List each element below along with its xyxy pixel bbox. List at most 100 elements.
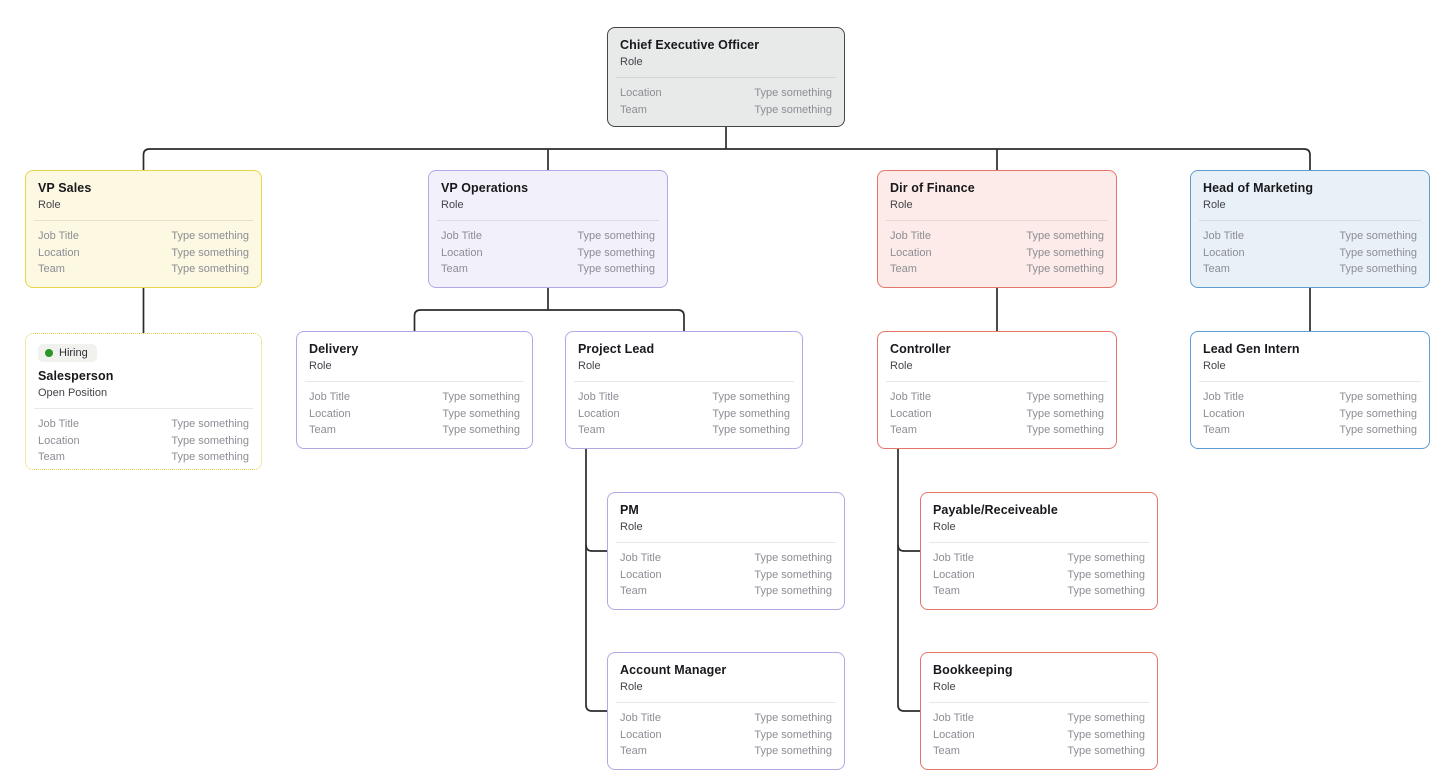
field-value-input[interactable]: Type something bbox=[171, 230, 249, 242]
card-title: VP Operations bbox=[441, 181, 529, 195]
field-value-input[interactable]: Type something bbox=[754, 103, 832, 116]
field-value-input[interactable]: Type something bbox=[1026, 230, 1104, 242]
org-card-dir-finance[interactable]: Dir of Finance Role Job Title Type somet… bbox=[877, 170, 1117, 288]
card-field-row: Job Title Type something bbox=[890, 228, 1104, 245]
org-card-account-manager[interactable]: Account Manager Role Job Title Type some… bbox=[607, 652, 845, 770]
field-value-input[interactable]: Type something bbox=[442, 391, 520, 403]
card-field-row: Team Type something bbox=[309, 422, 520, 439]
field-value-input[interactable]: Type something bbox=[1026, 407, 1104, 420]
field-value-input[interactable]: Type something bbox=[442, 407, 520, 420]
card-divider bbox=[305, 381, 524, 382]
field-value-input[interactable]: Type something bbox=[577, 230, 655, 242]
field-value-input[interactable]: Type something bbox=[1067, 552, 1145, 564]
card-title: Chief Executive Officer bbox=[620, 38, 760, 52]
field-value-input[interactable]: Type something bbox=[712, 424, 790, 436]
card-title: Payable/Receiveable bbox=[933, 503, 1058, 517]
connector-path bbox=[142, 148, 1311, 170]
field-value-input[interactable]: Type something bbox=[1026, 424, 1104, 436]
hiring-dot-icon bbox=[45, 349, 53, 357]
org-card-project-lead[interactable]: Project Lead Role Job Title Type somethi… bbox=[565, 331, 803, 449]
field-label: Location bbox=[578, 407, 620, 420]
field-value-input[interactable]: Type something bbox=[1339, 246, 1417, 259]
field-value-input[interactable]: Type something bbox=[1339, 391, 1417, 403]
field-value-input[interactable]: Type something bbox=[171, 451, 249, 463]
org-card-delivery[interactable]: Delivery Role Job Title Type something L… bbox=[296, 331, 533, 449]
field-value-input[interactable]: Type something bbox=[1067, 745, 1145, 757]
card-fields: Job Title Type something Location Type s… bbox=[890, 389, 1104, 439]
field-value-input[interactable]: Type something bbox=[577, 246, 655, 259]
field-value-input[interactable]: Type something bbox=[1067, 568, 1145, 581]
field-label: Job Title bbox=[38, 230, 79, 242]
field-value-input[interactable]: Type something bbox=[171, 246, 249, 259]
field-value-input[interactable]: Type something bbox=[1026, 391, 1104, 403]
card-field-row: Job Title Type something bbox=[578, 389, 790, 406]
field-value-input[interactable]: Type something bbox=[754, 552, 832, 564]
card-field-row: Team Type something bbox=[933, 583, 1145, 600]
card-field-row: Job Title Type something bbox=[38, 416, 249, 433]
card-fields: Job Title Type something Location Type s… bbox=[38, 228, 249, 278]
org-card-lead-gen-intern[interactable]: Lead Gen Intern Role Job Title Type some… bbox=[1190, 331, 1430, 449]
field-value-input[interactable]: Type something bbox=[754, 728, 832, 741]
field-value-input[interactable]: Type something bbox=[754, 745, 832, 757]
card-fields: Job Title Type something Location Type s… bbox=[933, 710, 1145, 760]
org-card-head-marketing[interactable]: Head of Marketing Role Job Title Type so… bbox=[1190, 170, 1430, 288]
org-card-pm[interactable]: PM Role Job Title Type something Locatio… bbox=[607, 492, 845, 610]
org-card-bookkeeping[interactable]: Bookkeeping Role Job Title Type somethin… bbox=[920, 652, 1158, 770]
card-field-row: Location Type something bbox=[620, 727, 832, 744]
field-label: Location bbox=[933, 728, 975, 741]
field-value-input[interactable]: Type something bbox=[1339, 230, 1417, 242]
org-card-vp-sales[interactable]: VP Sales Role Job Title Type something L… bbox=[25, 170, 262, 288]
field-value-input[interactable]: Type something bbox=[1339, 424, 1417, 436]
field-value-input[interactable]: Type something bbox=[1026, 246, 1104, 259]
field-value-input[interactable]: Type something bbox=[171, 263, 249, 275]
card-fields: Job Title Type something Location Type s… bbox=[1203, 389, 1417, 439]
card-title: Controller bbox=[890, 342, 951, 356]
field-value-input[interactable]: Type something bbox=[1339, 263, 1417, 275]
org-card-vp-operations[interactable]: VP Operations Role Job Title Type someth… bbox=[428, 170, 668, 288]
field-value-input[interactable]: Type something bbox=[754, 585, 832, 597]
field-label: Location bbox=[620, 728, 662, 741]
hiring-badge-label: Hiring bbox=[59, 347, 88, 359]
field-value-input[interactable]: Type something bbox=[754, 712, 832, 724]
card-subtitle: Open Position bbox=[38, 387, 108, 399]
card-field-row: Team Type something bbox=[1203, 422, 1417, 439]
field-value-input[interactable]: Type something bbox=[171, 418, 249, 430]
card-field-row: Team Type something bbox=[890, 422, 1104, 439]
org-card-controller[interactable]: Controller Role Job Title Type something… bbox=[877, 331, 1117, 449]
field-label: Job Title bbox=[309, 391, 350, 403]
field-value-input[interactable]: Type something bbox=[1067, 585, 1145, 597]
field-value-input[interactable]: Type something bbox=[712, 391, 790, 403]
card-subtitle: Role bbox=[1203, 199, 1226, 211]
field-value-input[interactable]: Type something bbox=[712, 407, 790, 420]
card-title: PM bbox=[620, 503, 639, 517]
org-card-salesperson[interactable]: Hiring Salesperson Open Position Job Tit… bbox=[25, 333, 262, 470]
card-subtitle: Role bbox=[933, 681, 956, 693]
card-fields: Job Title Type something Location Type s… bbox=[620, 550, 832, 600]
field-value-input[interactable]: Type something bbox=[442, 424, 520, 436]
field-value-input[interactable]: Type something bbox=[754, 87, 832, 99]
card-field-row: Team Type something bbox=[890, 261, 1104, 278]
field-label: Team bbox=[890, 424, 917, 436]
field-value-input[interactable]: Type something bbox=[1339, 407, 1417, 420]
field-value-input[interactable]: Type something bbox=[577, 263, 655, 275]
org-card-payable-receiveable[interactable]: Payable/Receiveable Role Job Title Type … bbox=[920, 492, 1158, 610]
card-subtitle: Role bbox=[620, 521, 643, 533]
field-value-input[interactable]: Type something bbox=[1026, 263, 1104, 275]
field-label: Team bbox=[1203, 424, 1230, 436]
field-label: Team bbox=[890, 263, 917, 275]
card-field-row: Location Type something bbox=[933, 727, 1145, 744]
field-value-input[interactable]: Type something bbox=[1067, 712, 1145, 724]
card-field-row: Job Title Type something bbox=[620, 550, 832, 567]
card-field-row: Team Type something bbox=[1203, 261, 1417, 278]
card-field-row: Team Type something bbox=[620, 743, 832, 760]
card-field-row: Job Title Type something bbox=[933, 550, 1145, 567]
org-card-ceo[interactable]: Chief Executive Officer Role Location Ty… bbox=[607, 27, 845, 127]
field-value-input[interactable]: Type something bbox=[1067, 728, 1145, 741]
card-title: Head of Marketing bbox=[1203, 181, 1314, 195]
card-title: Lead Gen Intern bbox=[1203, 342, 1300, 356]
card-divider bbox=[929, 702, 1149, 703]
field-value-input[interactable]: Type something bbox=[754, 568, 832, 581]
field-value-input[interactable]: Type something bbox=[171, 434, 249, 447]
field-label: Team bbox=[309, 424, 336, 436]
